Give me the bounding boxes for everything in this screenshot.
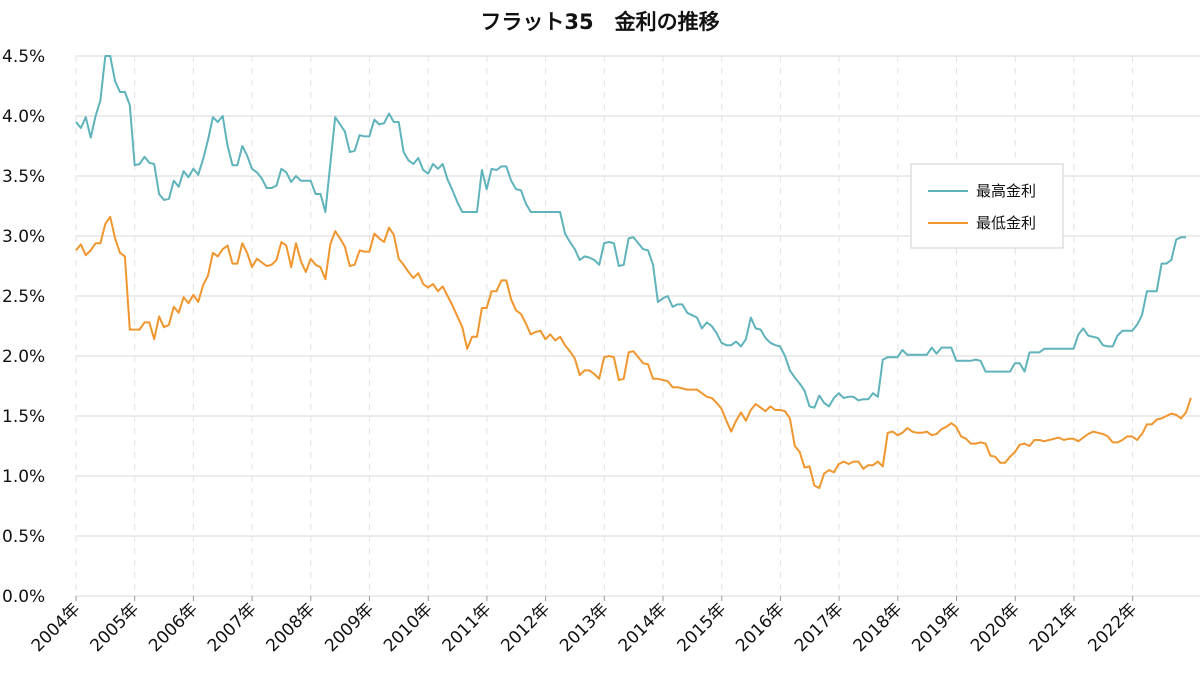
y-tick-label: 0.5% [2, 527, 45, 547]
x-tick-label: 2015年 [674, 599, 731, 656]
series-lines [75, 55, 1192, 489]
x-tick-label: 2005年 [86, 599, 143, 656]
x-tick-label: 2014年 [615, 599, 672, 656]
x-tick-label: 2016年 [732, 599, 789, 656]
legend-box [910, 163, 1064, 249]
x-tick-label: 2021年 [1026, 599, 1083, 656]
series-line-max [75, 55, 1186, 409]
x-tick-label: 2010年 [380, 599, 437, 656]
series-line-min [75, 215, 1192, 489]
x-tick-label: 2009年 [321, 599, 378, 656]
x-tick-label: 2011年 [439, 599, 496, 656]
x-tick-label: 2018年 [850, 599, 907, 656]
y-tick-label: 1.0% [2, 467, 45, 487]
legend: 最高金利 最低金利 [910, 163, 1064, 249]
y-tick-label: 2.5% [2, 287, 45, 307]
legend-label-min: 最低金利 [976, 214, 1036, 232]
x-tick-label: 2022年 [1084, 599, 1141, 656]
x-tick-label: 2017年 [791, 599, 848, 656]
y-tick-label: 3.0% [2, 227, 45, 247]
y-tick-label: 3.5% [2, 167, 45, 187]
y-tick-label: 4.5% [2, 47, 45, 67]
y-axis-ticks: 0.0% 0.5% 1.0% 1.5% 2.0% 2.5% 3.0% 3.5% 4.0% 4.5% [2, 47, 45, 607]
x-tick-label: 2008年 [263, 599, 320, 656]
x-tick-label: 2006年 [145, 599, 202, 656]
legend-label-max: 最高金利 [976, 182, 1036, 200]
x-axis-ticks: 2004年 2005年 2006年 2007年 2008年 2009年 2010年 2011年… [28, 596, 1141, 656]
y-tick-label: 1.5% [2, 407, 45, 427]
grid-lines [75, 55, 1200, 597]
x-tick-label: 2013年 [556, 599, 613, 656]
x-tick-label: 2019年 [908, 599, 965, 656]
y-tick-label: 4.0% [2, 107, 45, 127]
x-tick-label: 2007年 [204, 599, 261, 656]
y-tick-label: 2.0% [2, 347, 45, 367]
chart-title: フラット35 金利の推移 [480, 10, 720, 34]
y-tick-label: 0.0% [2, 587, 45, 607]
x-tick-label: 2004年 [28, 599, 85, 656]
x-tick-label: 2012年 [497, 599, 554, 656]
x-tick-label: 2020年 [967, 599, 1024, 656]
